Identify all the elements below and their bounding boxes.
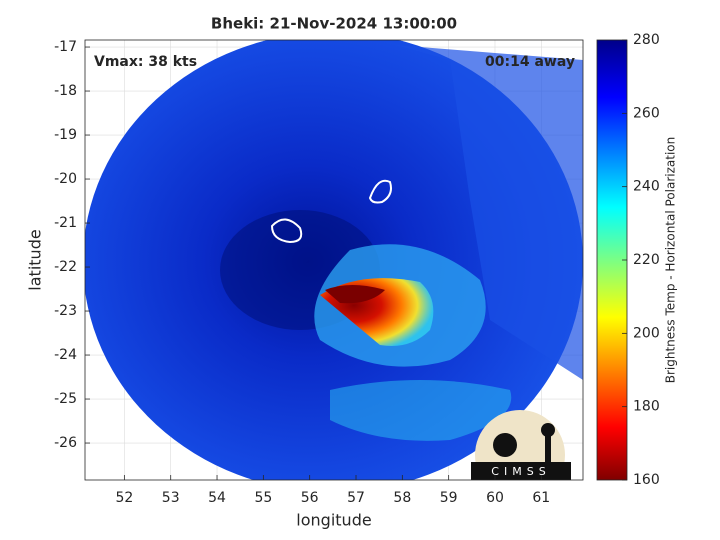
y-axis-label: latitude — [26, 229, 45, 290]
logo: CIMSS — [471, 410, 571, 480]
y-tick-label: -19 — [54, 127, 77, 143]
annotation: Vmax: 38 kts — [94, 54, 197, 70]
logo-text: CIMSS — [491, 465, 550, 478]
x-tick-label: 52 — [115, 490, 133, 506]
x-tick-label: 53 — [162, 490, 180, 506]
y-tick-label: -25 — [54, 391, 77, 407]
colorbar-tick-label: 280 — [633, 32, 660, 48]
y-tick-label: -23 — [54, 303, 77, 319]
x-tick-label: 58 — [393, 490, 411, 506]
colorbar-tick-label: 180 — [633, 399, 660, 415]
x-tick-label: 61 — [532, 490, 550, 506]
y-tick-label: -17 — [54, 39, 77, 55]
colorbar-label: Brightness Temp - Horizontal Polarizatio… — [664, 137, 678, 384]
x-axis-label: longitude — [296, 511, 371, 530]
colorbar-tick-label: 200 — [633, 325, 660, 341]
x-tick-label: 56 — [301, 490, 319, 506]
x-tick-label: 57 — [347, 490, 365, 506]
title: Bheki: 21-Nov-2024 13:00:00 — [211, 15, 457, 33]
x-tick-label: 60 — [486, 490, 504, 506]
y-tick-label: -20 — [54, 171, 77, 187]
annotation: 00:14 away — [485, 54, 575, 70]
y-tick-label: -26 — [54, 435, 77, 451]
y-tick-label: -18 — [54, 83, 77, 99]
colorbar-tick-label: 160 — [633, 472, 660, 488]
y-tick-label: -24 — [54, 347, 77, 363]
plot-frame — [84, 39, 584, 481]
y-tick-label: -21 — [54, 215, 77, 231]
x-tick-label: 59 — [440, 490, 458, 506]
y-tick-label: -22 — [54, 259, 77, 275]
x-tick-label: 54 — [208, 490, 226, 506]
colorbar-tick-label: 260 — [633, 105, 660, 121]
colorbar-tick-label: 240 — [633, 179, 660, 195]
x-tick-label: 55 — [254, 490, 272, 506]
colorbar-tick-label: 220 — [633, 252, 660, 268]
satellite-image: CIMSS — [85, 40, 583, 480]
